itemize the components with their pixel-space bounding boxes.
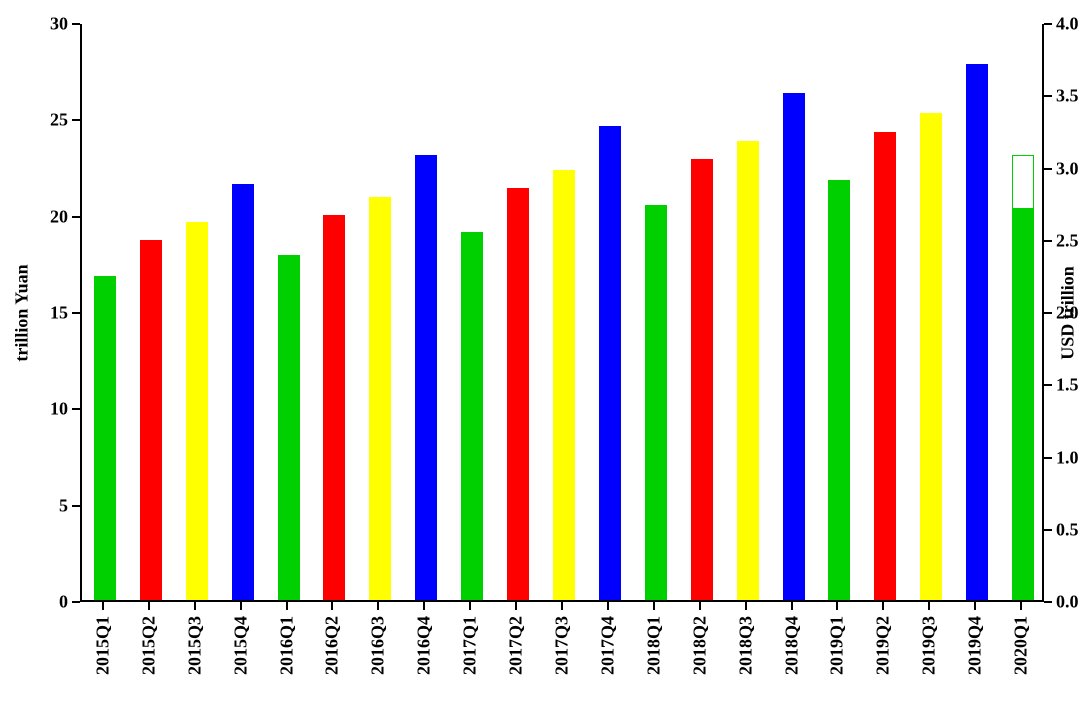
x-tick <box>240 602 242 610</box>
x-tick <box>515 602 517 610</box>
x-tick-label: 2018Q4 <box>781 616 802 675</box>
bar <box>369 197 391 600</box>
y-right-tick <box>1044 240 1052 242</box>
x-tick-label: 2016Q2 <box>322 616 343 675</box>
x-tick-label: 2020Q1 <box>1011 616 1032 675</box>
x-tick-label: 2017Q2 <box>506 616 527 675</box>
y-left-tick <box>72 216 80 218</box>
bar <box>920 113 942 600</box>
bar-segment <box>1012 209 1034 600</box>
gdp-bar-chart: trillion Yuan USD trillion 0510152025300… <box>0 0 1080 706</box>
y-right-tick-label: 0.0 <box>1056 592 1079 613</box>
x-tick <box>745 602 747 610</box>
x-tick <box>653 602 655 610</box>
y-right-tick <box>1044 384 1052 386</box>
x-tick-label: 2015Q4 <box>230 616 251 675</box>
bar <box>691 159 713 600</box>
bar <box>140 240 162 600</box>
x-tick-label: 2019Q1 <box>827 616 848 675</box>
y-right-tick <box>1044 312 1052 314</box>
y-right-tick-label: 1.0 <box>1056 447 1079 468</box>
x-tick-label: 2019Q4 <box>965 616 986 675</box>
x-tick <box>607 602 609 610</box>
y-right-tick <box>1044 23 1052 25</box>
x-tick <box>469 602 471 610</box>
bar <box>461 232 483 600</box>
x-tick <box>1020 602 1022 610</box>
y-left-tick <box>72 119 80 121</box>
x-tick-label: 2017Q1 <box>460 616 481 675</box>
y-left-tick <box>72 505 80 507</box>
x-tick <box>974 602 976 610</box>
x-tick <box>102 602 104 610</box>
y-left-tick-label: 20 <box>50 206 68 227</box>
x-tick-label: 2016Q4 <box>414 616 435 675</box>
y-right-tick-label: 2.0 <box>1056 303 1079 324</box>
x-tick <box>331 602 333 610</box>
x-tick-label: 2017Q4 <box>597 616 618 675</box>
y-right-tick <box>1044 457 1052 459</box>
x-tick-label: 2015Q2 <box>138 616 159 675</box>
y-left-tick <box>72 408 80 410</box>
x-tick <box>148 602 150 610</box>
y-right-tick <box>1044 168 1052 170</box>
bar <box>323 215 345 600</box>
y-right-tick <box>1044 601 1052 603</box>
x-tick-label: 2018Q3 <box>735 616 756 675</box>
plot-area <box>80 24 1044 602</box>
y-right-tick-label: 0.5 <box>1056 519 1079 540</box>
x-tick-label: 2015Q3 <box>184 616 205 675</box>
bar <box>828 180 850 600</box>
y-right-tick-label: 3.0 <box>1056 158 1079 179</box>
y-right-tick-label: 3.5 <box>1056 86 1079 107</box>
y-left-tick-label: 30 <box>50 14 68 35</box>
x-tick-label: 2019Q2 <box>873 616 894 675</box>
bar <box>415 155 437 600</box>
x-tick-label: 2015Q1 <box>92 616 113 675</box>
bar <box>737 141 759 600</box>
x-tick <box>699 602 701 610</box>
x-tick <box>882 602 884 610</box>
x-tick <box>423 602 425 610</box>
bar <box>645 205 667 600</box>
x-tick-label: 2019Q3 <box>919 616 940 675</box>
bar <box>553 170 575 600</box>
bar-segment-hatched <box>1012 155 1034 209</box>
x-tick <box>791 602 793 610</box>
x-tick <box>194 602 196 610</box>
bar <box>874 132 896 600</box>
bar <box>186 222 208 600</box>
bar <box>232 184 254 600</box>
x-tick-label: 2018Q1 <box>643 616 664 675</box>
bar <box>507 188 529 600</box>
y-left-tick-label: 0 <box>59 592 68 613</box>
y-left-tick <box>72 23 80 25</box>
y-axis-left-title: trillion Yuan <box>12 264 33 361</box>
y-left-tick-label: 25 <box>50 110 68 131</box>
x-tick-label: 2016Q3 <box>368 616 389 675</box>
y-left-tick-label: 15 <box>50 303 68 324</box>
x-tick <box>928 602 930 610</box>
bar <box>94 276 116 600</box>
x-tick-label: 2017Q3 <box>552 616 573 675</box>
y-right-tick <box>1044 95 1052 97</box>
y-left-tick <box>72 601 80 603</box>
bar <box>599 126 621 600</box>
x-tick <box>377 602 379 610</box>
y-right-tick-label: 2.5 <box>1056 230 1079 251</box>
y-right-tick-label: 1.5 <box>1056 375 1079 396</box>
y-right-tick-label: 4.0 <box>1056 14 1079 35</box>
bar <box>278 255 300 600</box>
y-left-tick-label: 5 <box>59 495 68 516</box>
x-tick <box>286 602 288 610</box>
bar <box>783 93 805 600</box>
y-left-tick <box>72 312 80 314</box>
x-tick-label: 2016Q1 <box>276 616 297 675</box>
y-right-tick <box>1044 529 1052 531</box>
x-tick-label: 2018Q2 <box>689 616 710 675</box>
x-tick <box>561 602 563 610</box>
bar <box>966 64 988 600</box>
y-left-tick-label: 10 <box>50 399 68 420</box>
x-tick <box>836 602 838 610</box>
